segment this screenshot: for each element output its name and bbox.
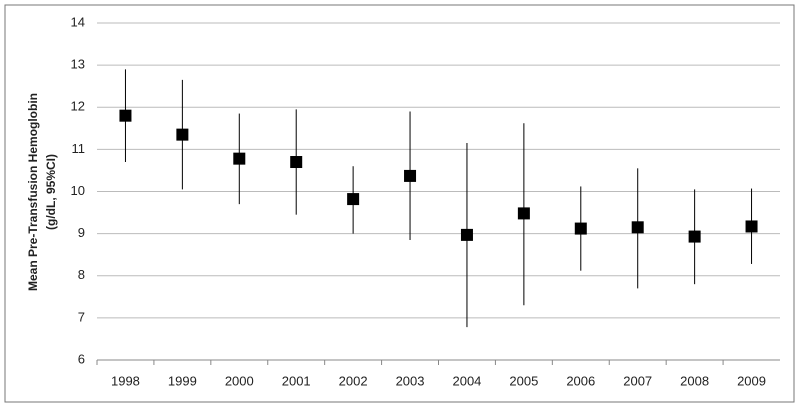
y-tick-label: 6 bbox=[78, 351, 85, 366]
mean-marker bbox=[233, 152, 246, 165]
mean-marker bbox=[176, 128, 189, 141]
mean-marker bbox=[347, 193, 360, 206]
x-tick-label: 2001 bbox=[282, 373, 311, 388]
y-tick-label: 7 bbox=[78, 309, 85, 324]
x-tick-label: 2000 bbox=[225, 373, 254, 388]
mean-marker bbox=[404, 169, 417, 182]
x-tick-label: 1998 bbox=[111, 373, 140, 388]
mean-marker bbox=[119, 109, 132, 122]
x-tick-label: 2009 bbox=[737, 373, 766, 388]
y-axis-label: Mean Pre-Transfusion Hemoglobin bbox=[26, 93, 40, 291]
y-tick-label: 8 bbox=[78, 267, 85, 282]
x-tick-label: 1999 bbox=[168, 373, 197, 388]
y-axis-label: (g/dL, 95%CI) bbox=[44, 154, 58, 230]
x-tick-label: 2008 bbox=[680, 373, 709, 388]
y-tick-label: 9 bbox=[78, 225, 85, 240]
y-tick-label: 12 bbox=[71, 99, 85, 114]
y-tick-label: 14 bbox=[71, 14, 85, 29]
chart-frame bbox=[4, 4, 795, 403]
mean-marker bbox=[290, 156, 303, 169]
x-tick-label: 2006 bbox=[566, 373, 595, 388]
mean-marker bbox=[631, 221, 644, 234]
mean-marker bbox=[688, 230, 701, 243]
y-tick-label: 10 bbox=[71, 183, 85, 198]
y-tick-label: 11 bbox=[72, 141, 86, 156]
x-tick-label: 2002 bbox=[339, 373, 368, 388]
x-tick-label: 2003 bbox=[396, 373, 425, 388]
x-tick-label: 2005 bbox=[509, 373, 538, 388]
x-tick-label: 2007 bbox=[623, 373, 652, 388]
mean-marker bbox=[460, 228, 473, 241]
mean-marker bbox=[517, 207, 530, 220]
x-tick-label: 2004 bbox=[452, 373, 481, 388]
mean-marker bbox=[745, 220, 758, 233]
mean-marker bbox=[574, 222, 587, 235]
y-tick-label: 13 bbox=[71, 57, 85, 72]
